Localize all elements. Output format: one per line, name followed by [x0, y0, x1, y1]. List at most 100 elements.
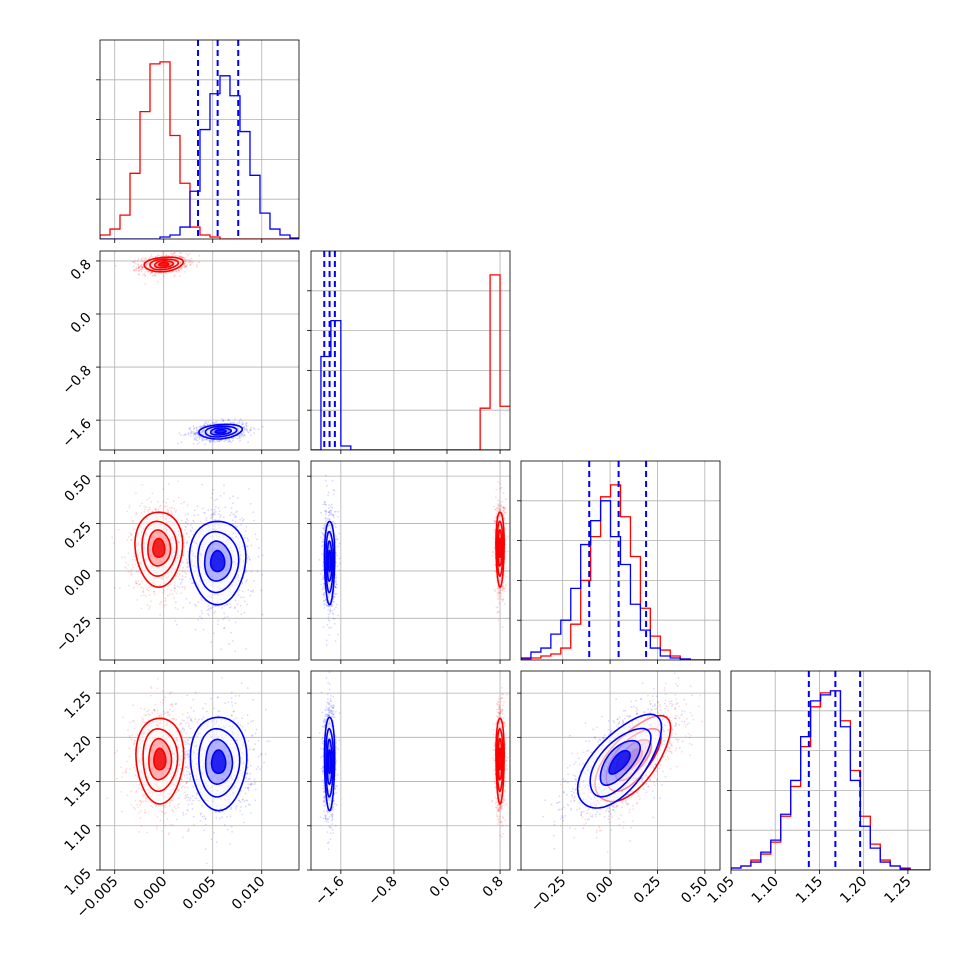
red-scatter-point	[162, 488, 165, 491]
red-scatter-point	[138, 269, 140, 272]
blue-scatter-point	[190, 524, 193, 526]
red-scatter-point	[154, 507, 157, 510]
red-scatter-point	[148, 497, 151, 499]
blue-scatter-point	[159, 584, 162, 587]
blue-scatter-point	[197, 619, 200, 621]
blue-scatter-point	[202, 507, 204, 510]
blue-scatter-point	[189, 435, 192, 437]
red-scatter-point	[172, 710, 174, 713]
red-scatter-point	[135, 268, 137, 271]
blue-scatter-point	[237, 610, 239, 613]
red-scatter-point	[164, 806, 167, 809]
red-scatter-point	[138, 787, 140, 790]
blue-scatter-point	[183, 545, 186, 548]
blue-scatter-point	[208, 607, 211, 610]
blue-scatter-point	[231, 519, 234, 522]
blue-scatter-point	[197, 601, 200, 604]
red-scatter-point	[132, 261, 135, 264]
blue-scatter-point	[236, 422, 239, 424]
red-scatter-point	[172, 500, 175, 503]
red-scatter-point	[187, 254, 189, 257]
blue-scatter-point	[196, 431, 199, 434]
blue-scatter-point	[208, 608, 210, 611]
red-scatter-point	[172, 810, 175, 813]
blue-scatter-point	[189, 773, 191, 776]
blue-scatter-point	[229, 497, 231, 500]
red-scatter-point	[132, 269, 135, 272]
red-scatter-point	[143, 594, 145, 597]
red-scatter-point	[173, 254, 176, 257]
blue-scatter-point	[247, 722, 250, 725]
blue-scatter-point	[190, 706, 193, 709]
blue-scatter-point	[254, 533, 257, 536]
red-scatter-point	[139, 799, 142, 802]
red-scatter-point	[165, 603, 168, 606]
blue-scatter-point	[247, 740, 250, 742]
blue-scatter-point	[234, 436, 237, 439]
blue-scatter-point	[179, 559, 181, 562]
red-scatter-point	[147, 511, 150, 513]
red-scatter-point	[146, 831, 149, 834]
red-scatter-point	[133, 269, 136, 272]
red-scatter-point	[171, 717, 174, 720]
red-scatter-point	[178, 586, 181, 589]
red-scatter-point	[176, 572, 179, 575]
blue-scatter-point	[213, 499, 216, 501]
blue-scatter-point	[178, 578, 181, 580]
blue-scatter-point	[192, 430, 195, 433]
red-scatter-point	[183, 542, 185, 544]
blue-scatter-point	[230, 507, 233, 510]
red-scatter-point	[190, 530, 193, 532]
red-scatter-point	[130, 539, 133, 541]
red-scatter-point	[173, 584, 176, 587]
red-scatter-point	[154, 803, 157, 806]
blue-scatter-point	[228, 419, 230, 422]
marginal-panel-0-frame	[99, 39, 300, 240]
red-scatter-point	[122, 716, 124, 719]
blue-scatter-point	[196, 431, 199, 434]
red-scatter-point	[156, 712, 159, 715]
red-scatter-point	[187, 565, 190, 568]
blue-scatter-point	[234, 520, 237, 523]
blue-scatter-point	[183, 434, 185, 437]
red-scatter-point	[185, 253, 188, 255]
blue-scatter-point	[200, 596, 203, 599]
blue-scatter-point	[226, 603, 229, 606]
blue-scatter-point	[195, 427, 198, 429]
red-scatter-point	[179, 251, 181, 254]
blue-scatter-point	[249, 811, 252, 814]
red-scatter-point	[151, 275, 154, 277]
red-scatter-point	[184, 260, 187, 263]
y-tick-label: 0.8	[68, 256, 95, 283]
red-scatter-point	[183, 262, 186, 265]
blue-scatter-point	[232, 523, 234, 525]
red-scatter-point	[150, 271, 153, 274]
red-scatter-point	[151, 492, 154, 495]
red-scatter-point	[180, 786, 183, 789]
red-scatter-point	[137, 267, 140, 269]
red-scatter-point	[173, 274, 176, 276]
blue-scatter-point	[180, 434, 182, 437]
blue-scatter-point	[189, 529, 192, 532]
y-tick-label: 0.25	[61, 519, 94, 552]
blue-scatter-point	[223, 627, 225, 630]
y-tick-label: −1.6	[59, 416, 94, 451]
blue-scatter-point	[253, 432, 256, 434]
blue-scatter-point	[179, 583, 182, 585]
blue-scatter-point	[218, 513, 220, 515]
red-scatter-point	[159, 809, 161, 811]
blue-scatter-point	[254, 743, 257, 745]
red-scatter-point	[133, 555, 135, 558]
red-scatter-point	[145, 506, 147, 508]
blue-scatter-point	[239, 434, 242, 436]
red-scatter-point	[128, 535, 130, 538]
red-scatter-point	[185, 520, 187, 523]
marginal-panel-2-frame	[520, 460, 721, 661]
blue-samples	[177, 417, 264, 445]
red-scatter-point	[158, 715, 161, 717]
red-scatter-point	[156, 255, 159, 258]
blue-scatter-point	[199, 427, 202, 429]
red-scatter-point	[128, 504, 131, 507]
red-scatter-point	[190, 257, 193, 260]
red-scatter-point	[199, 520, 202, 523]
